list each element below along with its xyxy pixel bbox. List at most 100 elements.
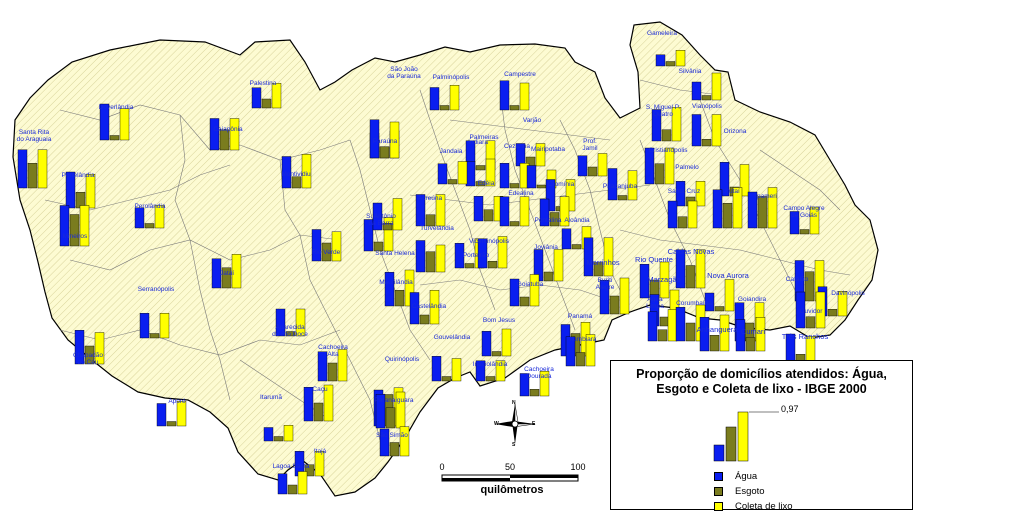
lixo-bar — [229, 118, 240, 151]
agua-bar — [437, 163, 448, 185]
agua-bar — [699, 317, 710, 352]
esgoto-bar — [291, 176, 302, 189]
esgoto-bar — [464, 263, 475, 269]
lixo-bar — [435, 194, 446, 227]
municipality-label: Corumbaíba — [676, 300, 712, 307]
bars-54 — [139, 313, 170, 339]
lixo-bar — [159, 313, 170, 339]
esgoto-bar — [701, 139, 712, 147]
esgoto-bar — [144, 223, 155, 229]
lixo-bar — [94, 332, 105, 365]
agua-bar — [639, 264, 650, 299]
bars-50 — [599, 277, 630, 315]
south-letter: S — [512, 442, 516, 448]
bars-38 — [415, 240, 446, 273]
esgoto-bar — [509, 221, 520, 227]
municipality-label: Davinópolis — [831, 290, 865, 297]
municipality-label: Campestre — [504, 71, 536, 78]
bars-77 — [263, 425, 294, 442]
esgoto-bar — [109, 135, 120, 141]
lixo-bar — [451, 358, 462, 382]
municipality-label: Mineiros — [62, 233, 88, 240]
legend-sample-lixo-bar — [737, 411, 749, 462]
legend-title-line2: Esgoto e Coleta de lixo - IBGE 2000 — [656, 382, 867, 396]
bars-18 — [281, 154, 312, 189]
bars-1 — [691, 72, 722, 101]
bars-53 — [509, 274, 540, 307]
lixo-bar — [603, 237, 614, 277]
municipality-label: Água Limpa — [646, 296, 664, 310]
lixo-bar — [176, 401, 187, 427]
bars-62 — [735, 317, 766, 352]
municipality-label: Cachoeira Dourada — [524, 366, 554, 380]
agua-bar — [519, 373, 530, 397]
municipality-label: Três Ranchos — [781, 332, 829, 341]
municipality-label: Nova Aurora — [707, 271, 749, 280]
municipality-label: Ipameri — [755, 193, 777, 200]
agua-bar — [17, 149, 28, 189]
esgoto-bar — [321, 242, 332, 262]
agua-bar — [644, 147, 655, 185]
bar-glyphs — [17, 50, 848, 495]
agua-bar — [789, 211, 800, 235]
bars-5 — [251, 83, 282, 109]
bars-8 — [369, 119, 400, 159]
esgoto-bar — [593, 262, 604, 277]
municipality-label: Cumari — [740, 327, 766, 336]
scale-unit: quilômetros — [480, 484, 544, 496]
lixo-bar — [295, 308, 306, 337]
esgoto-bar — [447, 179, 458, 185]
esgoto-bar — [487, 261, 498, 269]
agua-bar — [499, 80, 510, 111]
bars-4 — [499, 80, 530, 111]
lixo-bar — [675, 50, 686, 67]
bars-35 — [363, 217, 394, 252]
lixo-bar — [435, 244, 446, 273]
agua-bar — [429, 87, 440, 111]
municipality-label: Palmelo — [675, 164, 699, 171]
esgoto-bar — [485, 376, 496, 382]
municipality-label: Serranópolis — [137, 286, 175, 293]
lixo-bar — [231, 254, 242, 289]
municipality-label: Anhanguera — [696, 325, 738, 334]
lixo-bar — [664, 147, 675, 185]
bars-27 — [691, 114, 722, 147]
municipality-label: Quirinópolis — [384, 356, 420, 363]
north-arrow-icon — [495, 403, 536, 444]
agua-bar — [65, 171, 76, 209]
esgoto-bar — [701, 95, 712, 101]
lixo-bar — [719, 314, 730, 352]
esgoto-bar — [221, 267, 232, 289]
municipality-label: Caçu — [312, 386, 328, 393]
municipality-label: Aloândia — [564, 217, 590, 224]
municipality-label: S. Antônio da Barra — [366, 213, 396, 227]
lixo-bar — [449, 85, 460, 111]
lixo-bar — [627, 170, 638, 201]
agua-bar — [655, 54, 666, 67]
agua-bar — [363, 219, 374, 252]
bars-32 — [712, 187, 743, 229]
bars-14 — [577, 153, 608, 177]
esgoto-bar — [379, 146, 390, 159]
lixo-bar — [301, 154, 312, 189]
bars-71 — [475, 360, 506, 382]
lixo-bar — [535, 143, 546, 167]
municipality-label: S. Miguel P. Quatro — [645, 104, 681, 118]
legend: Proporção de domicílios atendidos: Água,… — [610, 360, 913, 512]
legend-label-esgoto: Esgoto — [735, 486, 765, 497]
legend-title: Proporção de domicílios atendidos: Água,… — [611, 367, 912, 397]
bars-67 — [565, 334, 596, 367]
lixo-bar — [815, 291, 826, 329]
esgoto-bar — [27, 163, 38, 189]
municipality-label: Palminópolis — [432, 74, 470, 81]
esgoto-bar — [745, 337, 756, 352]
agua-bar — [473, 196, 484, 222]
lixo-bar — [695, 249, 706, 289]
esgoto-bar — [519, 296, 530, 307]
legend-sample-bars — [713, 411, 779, 462]
agua-bar — [651, 109, 662, 142]
municipality-label: São João da Paraúna — [387, 66, 421, 80]
bars-16 — [17, 149, 48, 189]
municipality-label: Campo Alegre de Goiás — [783, 205, 825, 219]
